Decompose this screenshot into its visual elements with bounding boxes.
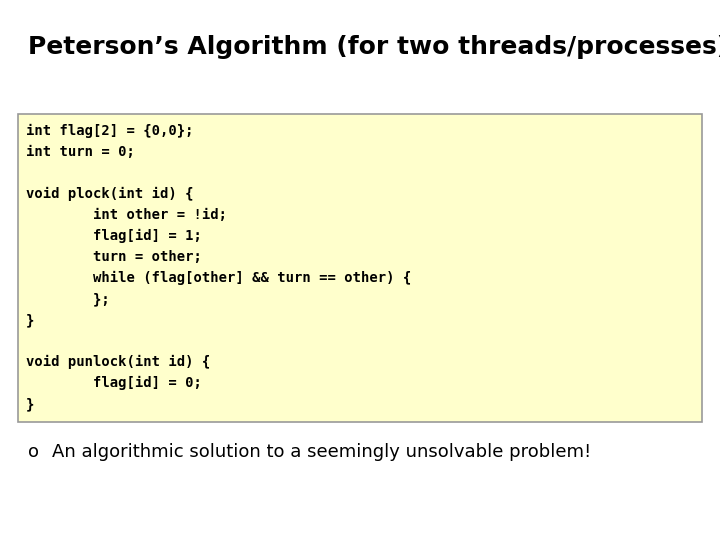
Text: int other = !id;: int other = !id; [26,208,227,222]
Text: turn = other;: turn = other; [26,250,202,264]
Text: int turn = 0;: int turn = 0; [26,145,135,159]
Text: An algorithmic solution to a seemingly unsolvable problem!: An algorithmic solution to a seemingly u… [52,443,591,461]
Text: while (flag[other] && turn == other) {: while (flag[other] && turn == other) { [26,271,411,285]
Text: flag[id] = 1;: flag[id] = 1; [26,229,202,243]
Text: }: } [26,397,35,411]
Text: o: o [28,443,39,461]
Text: void punlock(int id) {: void punlock(int id) { [26,355,210,369]
Text: int flag[2] = {0,0};: int flag[2] = {0,0}; [26,124,194,138]
Text: void plock(int id) {: void plock(int id) { [26,187,194,201]
Text: }: } [26,313,35,327]
FancyBboxPatch shape [18,114,702,422]
Text: flag[id] = 0;: flag[id] = 0; [26,376,202,390]
Text: Peterson’s Algorithm (for two threads/processes): Peterson’s Algorithm (for two threads/pr… [28,35,720,59]
Text: };: }; [26,292,109,306]
